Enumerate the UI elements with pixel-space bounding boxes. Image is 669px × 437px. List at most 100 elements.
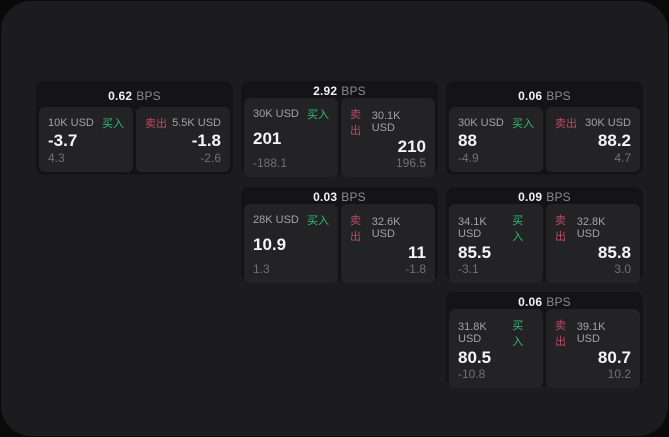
sell-price: 80.7 <box>597 348 631 367</box>
quote-panels: 31.8K USD 买入 80.5 -10.8 卖出 39.1K USD 80.… <box>449 309 640 388</box>
quote-card: 0.03 BPS 28K USD 买入 10.9 1.3 卖出 32.6K US… <box>241 187 438 283</box>
sell-change: 10.2 <box>607 366 631 381</box>
sell-side-label: 卖出 <box>555 320 566 348</box>
buy-change: -10.8 <box>458 366 486 381</box>
sell-amount: 30.1K USD <box>371 110 401 134</box>
sell-panel-top-row: 卖出 32.8K USD <box>555 212 631 244</box>
buy-panel-top-row: 30K USD 买入 <box>458 115 534 131</box>
buy-change: 1.3 <box>253 261 270 276</box>
sell-panel[interactable]: 卖出 5.5K USD -1.8 -2.6 <box>136 107 230 172</box>
buy-panel-top-row: 10K USD 买入 <box>48 115 124 131</box>
buy-panel[interactable]: 31.8K USD 买入 80.5 -10.8 <box>449 309 543 388</box>
sell-amount: 5.5K USD <box>172 117 221 129</box>
bps-unit-label: BPS <box>341 190 366 204</box>
bps-unit-label: BPS <box>136 88 161 103</box>
bps-unit-label: BPS <box>546 295 571 309</box>
bps-value: 0.06 <box>518 295 543 309</box>
buy-panel-top-row: 28K USD 买入 <box>253 212 329 228</box>
sell-change: -2.6 <box>200 151 221 165</box>
bps-unit-label: BPS <box>546 88 571 103</box>
buy-side-label: 买入 <box>512 320 524 348</box>
sell-panel[interactable]: 卖出 39.1K USD 80.7 10.2 <box>546 309 640 388</box>
buy-panel[interactable]: 30K USD 买入 88 -4.9 <box>449 107 543 172</box>
buy-panel[interactable]: 30K USD 买入 201 -188.1 <box>244 98 338 177</box>
buy-change: -188.1 <box>253 155 288 170</box>
card-bps-header: 2.92 BPS <box>244 84 435 98</box>
buy-side-label: 买入 <box>307 215 329 227</box>
sell-price: 210 <box>397 137 426 156</box>
bps-value: 0.06 <box>518 88 543 103</box>
sell-panel-top-row: 卖出 32.6K USD <box>350 212 426 244</box>
buy-price: 201 <box>253 129 282 148</box>
buy-panel[interactable]: 10K USD 买入 -3.7 4.3 <box>39 107 133 172</box>
buy-amount: 34.1K USD <box>458 216 487 240</box>
sell-change: 4.7 <box>614 151 631 165</box>
card-bps-header: 0.62 BPS <box>39 84 230 107</box>
buy-price: 10.9 <box>253 235 287 254</box>
quote-panels: 30K USD 买入 88 -4.9 卖出 30K USD 88.2 4.7 <box>449 107 640 172</box>
sell-amount: 32.6K USD <box>371 216 401 240</box>
buy-panel-top-row: 30K USD 买入 <box>253 106 329 122</box>
sell-price: -1.8 <box>191 131 221 151</box>
buy-change: 4.3 <box>48 151 65 165</box>
card-bps-header: 0.03 BPS <box>244 190 435 204</box>
sell-change: -1.8 <box>405 261 426 276</box>
sell-side-label: 卖出 <box>555 118 577 130</box>
quote-card: 2.92 BPS 30K USD 买入 201 -188.1 卖出 30.1K … <box>241 81 438 177</box>
quote-card: 0.09 BPS 34.1K USD 买入 85.5 -3.1 卖出 32.8K… <box>446 187 643 283</box>
sell-side-label: 卖出 <box>145 118 167 130</box>
buy-side-label: 买入 <box>512 215 524 243</box>
buy-side-label: 买入 <box>512 118 534 130</box>
sell-side-label: 卖出 <box>350 215 361 243</box>
sell-price: 85.8 <box>597 243 631 262</box>
buy-panel[interactable]: 28K USD 买入 10.9 1.3 <box>244 204 338 283</box>
quote-panels: 34.1K USD 买入 85.5 -3.1 卖出 32.8K USD 85.8… <box>449 204 640 283</box>
buy-amount: 28K USD <box>253 214 299 226</box>
buy-price: -3.7 <box>48 131 78 151</box>
buy-amount: 30K USD <box>253 108 299 120</box>
quote-panels: 10K USD 买入 -3.7 4.3 卖出 5.5K USD -1.8 -2.… <box>39 107 230 172</box>
quote-panels: 28K USD 买入 10.9 1.3 卖出 32.6K USD 11 -1.8 <box>244 204 435 283</box>
buy-panel[interactable]: 34.1K USD 买入 85.5 -3.1 <box>449 204 543 283</box>
card-bps-header: 0.09 BPS <box>449 190 640 204</box>
buy-amount: 31.8K USD <box>458 321 487 345</box>
buy-price: 80.5 <box>458 348 492 367</box>
buy-price: 88 <box>458 131 477 151</box>
buy-panel-top-row: 34.1K USD 买入 <box>458 212 534 244</box>
card-bps-header: 0.06 BPS <box>449 84 640 107</box>
sell-change: 196.5 <box>395 155 426 170</box>
bps-value: 2.92 <box>313 84 338 98</box>
bps-value: 0.62 <box>108 88 133 103</box>
buy-side-label: 买入 <box>307 109 329 121</box>
buy-price: 85.5 <box>458 243 492 262</box>
sell-panel-top-row: 卖出 5.5K USD <box>145 115 221 131</box>
sell-panel[interactable]: 卖出 32.6K USD 11 -1.8 <box>341 204 435 283</box>
sell-side-label: 卖出 <box>350 109 361 137</box>
bps-value: 0.03 <box>313 190 338 204</box>
quote-card: 0.06 BPS 30K USD 买入 88 -4.9 卖出 30K USD 8… <box>446 81 643 175</box>
buy-change: -4.9 <box>458 151 479 165</box>
sell-panel-top-row: 卖出 39.1K USD <box>555 317 631 349</box>
quote-card: 0.06 BPS 31.8K USD 买入 80.5 -10.8 卖出 39.1… <box>446 292 643 388</box>
buy-change: -3.1 <box>458 261 479 276</box>
bps-unit-label: BPS <box>546 190 571 204</box>
buy-panel-top-row: 31.8K USD 买入 <box>458 317 534 349</box>
quote-panels: 30K USD 买入 201 -188.1 卖出 30.1K USD 210 1… <box>244 98 435 177</box>
bps-unit-label: BPS <box>341 84 366 98</box>
sell-amount: 32.8K USD <box>576 216 606 240</box>
sell-panel[interactable]: 卖出 32.8K USD 85.8 3.0 <box>546 204 640 283</box>
buy-side-label: 买入 <box>102 118 124 130</box>
sell-price: 11 <box>408 243 426 262</box>
sell-change: 3.0 <box>614 261 631 276</box>
card-bps-header: 0.06 BPS <box>449 295 640 309</box>
sell-panel-top-row: 卖出 30.1K USD <box>350 106 426 138</box>
quote-card: 0.62 BPS 10K USD 买入 -3.7 4.3 卖出 5.5K USD… <box>36 81 233 175</box>
sell-panel-top-row: 卖出 30K USD <box>555 115 631 131</box>
sell-panel[interactable]: 卖出 30.1K USD 210 196.5 <box>341 98 435 177</box>
sell-amount: 39.1K USD <box>576 321 606 345</box>
sell-amount: 30K USD <box>585 117 631 129</box>
sell-panel[interactable]: 卖出 30K USD 88.2 4.7 <box>546 107 640 172</box>
sell-side-label: 卖出 <box>555 215 566 243</box>
